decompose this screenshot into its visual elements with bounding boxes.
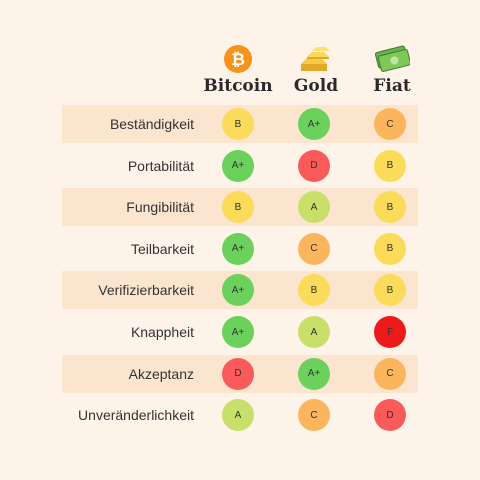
table-row: Akzeptanz D A+ C [62, 354, 418, 393]
grade-badge-gold: C [298, 232, 330, 265]
table-row: Teilbarkeit A+ C B [62, 230, 418, 268]
grade-badge-fiat: B [374, 149, 406, 182]
grade-badge-gold: D [298, 149, 330, 182]
gold-bars-icon [301, 47, 330, 71]
row-label: Portabilität [127, 157, 194, 174]
row-label: Verifizierbarkeit [98, 282, 194, 299]
table-row: Portabilität A+ D B [62, 147, 418, 185]
banknotes-icon [374, 45, 410, 72]
column-label-fiat: Fiat [373, 76, 411, 96]
grade-badge-bitcoin: D [222, 357, 254, 390]
grade-badge-bitcoin: B [222, 108, 254, 140]
column-header: ₿ Bitcoin Gold Fiat [0, 42, 480, 100]
svg-text:₿: ₿ [231, 50, 245, 70]
row-label: Knappheit [130, 324, 194, 340]
column-label-gold: Gold [293, 76, 339, 96]
row-label: Beständigkeit [109, 116, 194, 132]
table-row: Fungibilität B A B [62, 188, 418, 227]
grade-badge-gold: A [298, 316, 330, 348]
row-label: Fungibilität [126, 199, 194, 216]
grade-badge-gold: A+ [298, 357, 330, 390]
grade-badge-bitcoin: B [222, 191, 254, 224]
grade-badge-gold: A [298, 191, 330, 224]
column-fiat: Fiat [352, 42, 432, 96]
row-label: Teilbarkeit [130, 240, 194, 257]
bitcoin-icon: ₿ [224, 45, 252, 73]
row-label: Akzeptanz [128, 365, 194, 382]
grade-badge-fiat: B [374, 232, 406, 265]
grade-badge-fiat: C [374, 357, 406, 390]
table-row: Unveränderlichkeit A C D [62, 396, 418, 434]
grade-badge-gold: C [298, 399, 330, 432]
grade-badge-bitcoin: A+ [222, 149, 254, 182]
table-row: Knappheit A+ A F [62, 313, 418, 351]
grade-badge-gold: A+ [298, 108, 330, 140]
grade-badge-fiat: D [374, 399, 406, 432]
grade-badge-fiat: B [374, 191, 406, 224]
grade-badge-bitcoin: A+ [222, 316, 254, 348]
row-label: Unveränderlichkeit [78, 407, 194, 424]
column-bitcoin: ₿ Bitcoin [198, 42, 278, 96]
grade-badge-bitcoin: A+ [222, 274, 254, 307]
column-label-bitcoin: Bitcoin [203, 76, 273, 96]
table-row: Verifizierbarkeit A+ B B [62, 271, 418, 310]
grade-badge-bitcoin: A+ [222, 232, 254, 265]
grade-badge-gold: B [298, 274, 330, 307]
grade-badge-fiat: B [374, 274, 406, 307]
table-row: Beständigkeit B A+ C [62, 105, 418, 143]
grade-badge-bitcoin: A [222, 399, 254, 432]
column-gold: Gold [276, 42, 356, 96]
grade-badge-fiat: F [374, 316, 406, 348]
grade-badge-fiat: C [374, 108, 406, 140]
